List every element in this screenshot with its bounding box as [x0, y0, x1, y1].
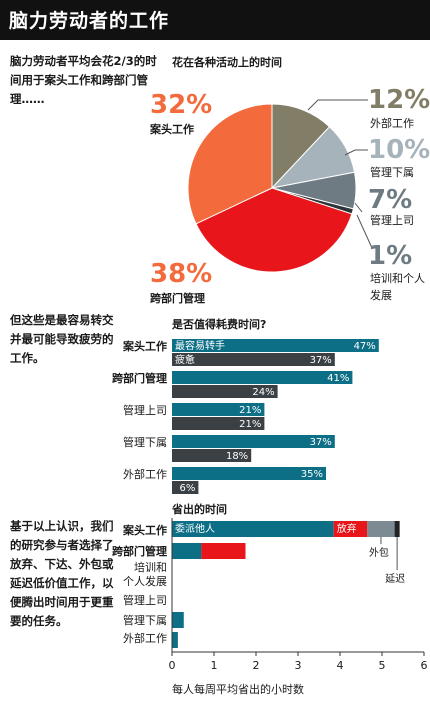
pie-pct-desk: 32% — [150, 90, 212, 120]
bar1-value-label: 37% — [310, 437, 332, 448]
bar1-bar — [172, 385, 278, 398]
bar2-tick-label: 3 — [295, 659, 302, 672]
bar1-value-label: 18% — [226, 451, 248, 462]
bar1-bar — [172, 467, 326, 480]
bar2-segment — [367, 521, 395, 537]
pie-slices — [187, 103, 357, 273]
bar1-category-label: 案头工作 — [122, 339, 167, 353]
pie-slice — [195, 187, 353, 273]
bar2-segment — [333, 521, 368, 537]
bar2-segment — [201, 543, 246, 559]
bar2-category-label: 外部工作 — [123, 631, 167, 645]
bar2-category-label: 管理下属 — [123, 613, 167, 627]
header-bar: 脑力劳动者的工作 — [0, 0, 430, 40]
bar2-segment — [172, 612, 184, 628]
bar1-series-label: 最容易转手 — [175, 339, 225, 352]
bar2-tick-label: 0 — [169, 659, 176, 672]
bar2-axis: 0 1 2 3 4 5 6 — [169, 518, 428, 672]
bar1-bar — [172, 339, 379, 352]
bar1-value-label: 41% — [327, 373, 349, 384]
bar1-value-label: 47% — [354, 341, 376, 352]
bar2-series-label: 委派他人 — [175, 522, 215, 535]
bar2-segment — [394, 521, 400, 537]
bar2-segment — [172, 521, 334, 537]
pie-pct-subordinates: 10% — [368, 135, 430, 165]
pie-label-desk: 32% 案头工作 — [149, 90, 212, 136]
bar2-title: 省出的时间 — [171, 502, 227, 516]
bar1-bar — [172, 417, 265, 430]
pie-pct-boss: 7% — [368, 185, 412, 215]
bar2-tick-label: 5 — [379, 659, 386, 672]
bar1-value-label: 6% — [180, 483, 196, 494]
bar2-category-label: 案头工作 — [122, 523, 167, 537]
pie-label-training-text2: 发展 — [370, 288, 392, 302]
bar2-tick-label: 2 — [253, 659, 260, 672]
pie-label-cross: 38% 跨部门管理 — [150, 259, 212, 305]
bar1-category-label: 外部工作 — [123, 467, 167, 481]
bar1-title: 是否值得耗费时间? — [171, 317, 266, 331]
bar1-value-label: 21% — [239, 419, 261, 430]
pie-pct-cross: 38% — [150, 259, 212, 289]
bar1-bar — [172, 449, 252, 462]
pie-label-subordinates-text: 管理下属 — [370, 165, 414, 179]
bar2-xlabel: 每人每周平均省出的小时数 — [172, 682, 304, 696]
pie-slice — [271, 103, 331, 190]
pie-label-boss: 7% 管理上司 — [368, 185, 414, 227]
bar1-category-label: 管理下属 — [123, 435, 167, 449]
annotation-outsource: 外包 — [369, 546, 389, 559]
bar2-series-label: 放弃 — [337, 522, 357, 535]
bar2-category-label: 培训和 — [134, 560, 167, 574]
bar1-value-label: 37% — [310, 355, 332, 366]
bar1-value-label: 35% — [301, 469, 323, 480]
bar1-bar — [172, 435, 335, 448]
bar2-category-label: 跨部门管理 — [112, 544, 167, 558]
section3-text: 基于以上认识，我们的研究参与者选择了放弃、下达、外包或延迟低价值工作，以便腾出时… — [10, 519, 114, 628]
pie-label-subordinates: 10% 管理下属 — [368, 135, 430, 179]
pie-label-boss-text: 管理上司 — [370, 213, 414, 227]
pie-pct-external: 12% — [368, 85, 430, 115]
pie-slice — [187, 103, 273, 225]
bar2-category-label: 个人发展 — [123, 574, 167, 588]
section2-text: 但这些是最容易转交并最可能导致疲劳的工作。 — [10, 313, 114, 365]
bar1-value-label: 24% — [252, 387, 274, 398]
bar2-tick-label: 1 — [211, 659, 218, 672]
pie-label-cross-text: 跨部门管理 — [150, 291, 205, 305]
bar1-bar — [172, 403, 265, 416]
annotation-delay: 延迟 — [385, 572, 405, 585]
bar1-bar — [172, 371, 353, 384]
pie-label-external-text: 外部工作 — [370, 116, 414, 130]
pie-label-training-text: 培训和个人 — [370, 271, 425, 285]
pie-label-training: 1% 培训和个人 发展 — [368, 241, 425, 302]
bar2-segment — [172, 632, 178, 648]
bar1-bar — [172, 353, 335, 366]
bar1-bar — [172, 481, 199, 494]
pie-label-external: 12% 外部工作 — [368, 85, 430, 130]
bar1-category-label: 管理上司 — [123, 403, 167, 417]
pie-leader-lines — [307, 99, 373, 249]
bar2-tick-label: 6 — [421, 659, 428, 672]
bar2-tick-label: 4 — [337, 659, 344, 672]
bar2-category-label: 管理上司 — [123, 593, 167, 607]
bar1-value-label: 21% — [239, 405, 261, 416]
page-title: 脑力劳动者的工作 — [9, 10, 170, 32]
pie-label-desk-text: 案头工作 — [149, 122, 194, 136]
bar2-segment — [172, 543, 202, 559]
pie-title: 花在各种活动上的时间 — [172, 55, 282, 69]
bar1-category-label: 跨部门管理 — [112, 371, 167, 385]
pie-pct-training: 1% — [368, 241, 412, 271]
intro-text: 脑力劳动者平均会花2/3的时间用于案头工作和跨部门管理…… — [10, 54, 157, 106]
bar1-series-label: 疲惫 — [175, 353, 195, 366]
